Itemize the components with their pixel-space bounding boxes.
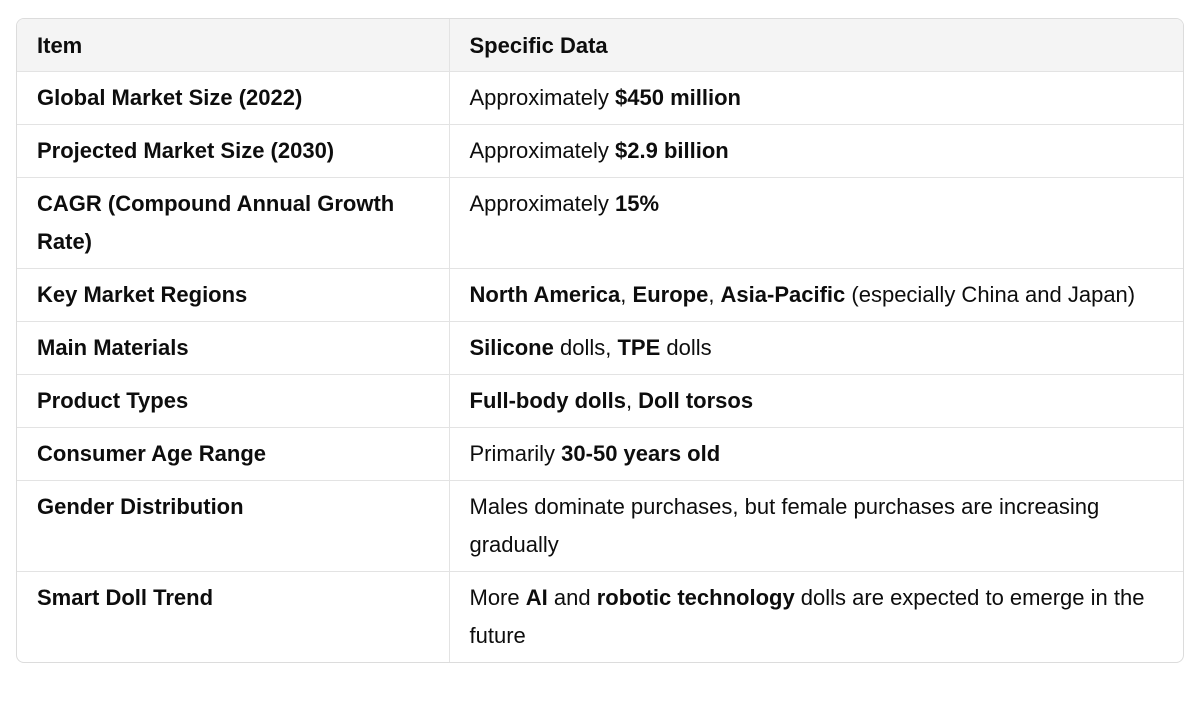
header-specific-data: Specific Data <box>448 19 1183 72</box>
table-row: Main Materials Silicone dolls, TPE dolls <box>17 321 1183 375</box>
row-item-label: CAGR (Compound Annual Growth Rate) <box>17 177 449 269</box>
value-bold-segment: 30-50 years old <box>561 441 721 466</box>
header-item: Item <box>17 19 449 72</box>
value-text-segment: (especially China and Japan) <box>845 282 1136 307</box>
value-text-segment: , <box>625 388 639 413</box>
value-text-segment: Males dominate purchases, but female pur… <box>469 494 1100 557</box>
value-text-segment: dolls <box>660 335 712 360</box>
value-bold-segment: Doll torsos <box>638 388 754 413</box>
row-item-label: Smart Doll Trend <box>37 585 214 610</box>
row-data-value: Silicone dolls, TPE dolls <box>448 321 1183 375</box>
row-item-label: Main Materials <box>17 321 449 375</box>
table-row: Gender Distribution Males dominate purcha… <box>17 480 1183 572</box>
row-data-value: Males dominate purchases, but female pur… <box>448 480 1183 572</box>
row-item-label: Consumer Age Range <box>17 427 449 481</box>
value-text-segment: Approximately <box>469 85 616 110</box>
value-text-segment: dolls are expected to emerge in the futu… <box>469 585 1145 648</box>
value-text-segment: and <box>547 585 597 610</box>
value-text-segment: dolls, <box>553 335 618 360</box>
market-data-table: Item Specific Data Global Market Size (2… <box>17 19 1183 662</box>
value-bold-segment: Silicone <box>469 335 554 360</box>
table-row: Smart Doll Trend More AI and robotic tech… <box>17 571 1183 662</box>
table-row: Product Types Full-body dolls, Doll torso… <box>17 374 1183 428</box>
row-item-label: Key Market Regions <box>17 268 449 322</box>
value-text-segment: Primarily <box>469 441 562 466</box>
table-row: Projected Market Size (2030) Approximatel… <box>17 124 1183 178</box>
table-row: CAGR (Compound Annual Growth Rate) Approx… <box>17 177 1183 269</box>
row-data-value: Approximately $2.9 billion <box>448 124 1183 178</box>
table-row: Consumer Age Range Primarily 30-50 years … <box>17 427 1183 481</box>
table-row: Global Market Size (2022) Approximately $… <box>17 71 1183 125</box>
row-item-label: Gender Distribution <box>17 480 449 572</box>
value-bold-segment: 15% <box>615 191 660 216</box>
row-item-label: Projected Market Size (2030) <box>17 124 449 178</box>
value-text-segment: More <box>469 585 526 610</box>
value-text-segment: , <box>620 282 633 307</box>
value-bold-segment: $450 million <box>615 85 741 110</box>
row-data-value: Full-body dolls, Doll torsos <box>448 374 1183 428</box>
value-text-segment: Approximately <box>469 138 616 163</box>
value-text-segment: , <box>708 282 721 307</box>
value-text-segment: Approximately <box>469 191 616 216</box>
row-data-value: Approximately $450 million <box>448 71 1183 125</box>
row-item-label: Global Market Size (2022) <box>17 71 449 125</box>
value-bold-segment: AI <box>525 585 548 610</box>
data-table-container: Item Specific Data Global Market Size (2… <box>16 18 1184 663</box>
value-bold-segment: North America <box>469 282 621 307</box>
value-bold-segment: Full-body dolls <box>469 388 626 413</box>
row-data-value: Approximately 15% <box>448 177 1183 269</box>
table-body: Global Market Size (2022) Approximately $… <box>17 71 1183 662</box>
value-bold-segment: TPE <box>617 335 661 360</box>
table-header-row: Item Specific Data <box>17 19 1183 72</box>
row-data-value: North America, Europe, Asia-Pacific (esp… <box>448 268 1183 322</box>
value-bold-segment: Europe <box>632 282 709 307</box>
row-data-value: More AI and robotic technology dolls are… <box>448 571 1183 662</box>
value-bold-segment: robotic technology <box>596 585 795 610</box>
value-bold-segment: Asia-Pacific <box>720 282 846 307</box>
row-data-value: Primarily 30-50 years old <box>448 427 1183 481</box>
row-item-label: Product Types <box>17 374 449 428</box>
table-row: Key Market Regions North America, Europe,… <box>17 268 1183 322</box>
value-bold-segment: $2.9 billion <box>615 138 729 163</box>
